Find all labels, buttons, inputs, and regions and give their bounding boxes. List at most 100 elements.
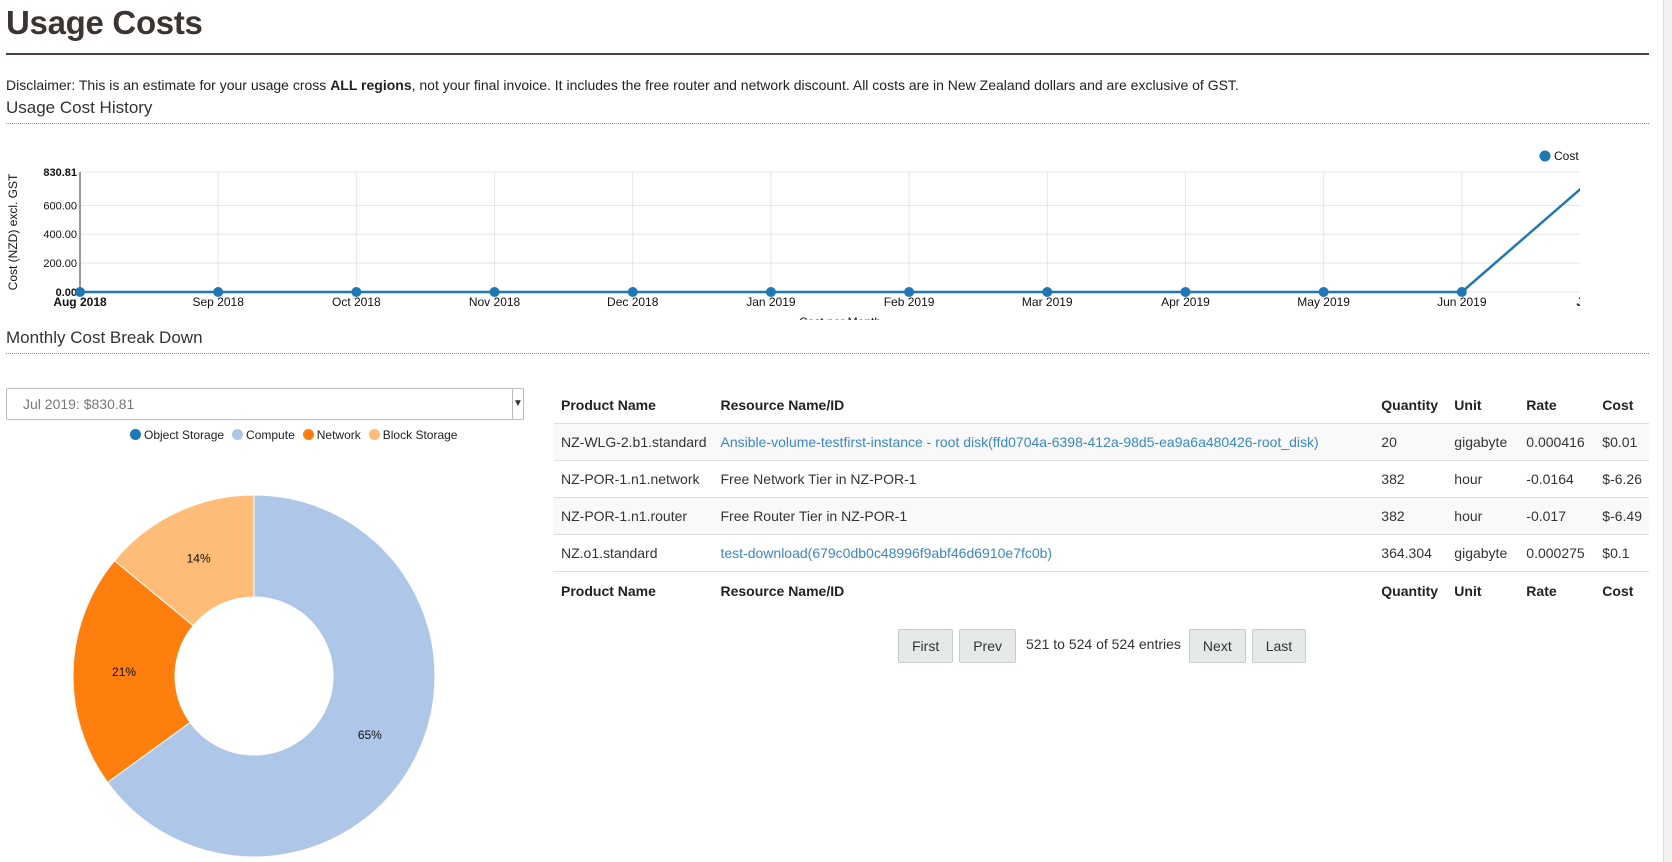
- x-tick-label: Nov 2018: [469, 295, 521, 309]
- footer-rate: Rate: [1519, 571, 1596, 609]
- footer-product-name: Product Name: [554, 571, 714, 609]
- col-unit[interactable]: Unit: [1454, 396, 1482, 413]
- y-axis-label: Cost (NZD) excl. GST: [6, 173, 20, 290]
- x-tick-label: May 2019: [1297, 295, 1350, 309]
- col-rate[interactable]: Rate: [1526, 396, 1557, 413]
- legend-dot: [130, 429, 141, 440]
- cell-resource: Free Network Tier in NZ-POR-1: [713, 460, 1375, 498]
- page-title: Usage Costs: [6, 4, 203, 41]
- x-tick-label: Mar 2019: [1022, 295, 1073, 309]
- cell-product: NZ.o1.standard: [554, 534, 714, 572]
- data-point: [351, 287, 362, 297]
- last-page-button[interactable]: Last: [1251, 629, 1307, 663]
- month-select-value: Jul 2019: $830.81: [23, 396, 135, 412]
- cell-unit: gigabyte: [1447, 423, 1520, 461]
- usage-cost-line-chart: 0.00 200.00 400.00 600.00 830.81 Aug 2018 Sep …: [6, 149, 1580, 320]
- data-point: [213, 287, 224, 297]
- y-tick-label: 600.00: [43, 200, 77, 212]
- monthly-breakdown-title: Monthly Cost Break Down: [6, 328, 203, 347]
- usage-history-divider: [6, 123, 1649, 124]
- legend-dot: [368, 429, 380, 440]
- cell-cost: $-6.49: [1595, 497, 1649, 535]
- y-tick-label: 830.81: [43, 167, 77, 179]
- data-point: [1318, 287, 1329, 297]
- y-tick-label: 400.00: [43, 229, 77, 241]
- cell-quantity: 20: [1374, 423, 1448, 461]
- footer-unit: Unit: [1447, 571, 1520, 609]
- disclaimer-bold: ALL regions: [330, 77, 412, 93]
- col-quantity[interactable]: Quantity: [1381, 396, 1439, 413]
- legend-marker: [1539, 150, 1551, 162]
- cell-resource-link[interactable]: test-download(679c0db0c48996f9abf46d6910…: [713, 534, 1375, 572]
- legend-item[interactable]: Network: [302, 428, 361, 442]
- cell-resource-link[interactable]: Ansible-volume-testfirst-instance - root…: [713, 423, 1375, 461]
- table-row: NZ.o1.standard test-download(679c0db0c48…: [554, 534, 1649, 572]
- cell-rate: -0.0164: [1519, 460, 1596, 498]
- first-page-button[interactable]: First: [898, 629, 954, 663]
- disclaimer-prefix: Disclaimer: This is an estimate for your…: [6, 77, 331, 93]
- cell-cost: $0.01: [1595, 423, 1649, 461]
- title-divider: [6, 53, 1649, 55]
- data-point: [904, 287, 915, 297]
- table-row: NZ-POR-1.n1.router Free Router Tier in N…: [554, 497, 1649, 535]
- cell-quantity: 364.304: [1374, 534, 1448, 572]
- x-tick-label: Jan 2019: [746, 295, 796, 309]
- col-product-name[interactable]: Product Name: [561, 396, 656, 413]
- x-tick-label: Apr 2019: [1161, 295, 1210, 309]
- slice-label: 14%: [187, 551, 211, 565]
- cell-cost: $0.1: [1595, 534, 1649, 572]
- prev-page-button[interactable]: Prev: [959, 629, 1017, 663]
- legend-item[interactable]: Block Storage: [368, 428, 458, 442]
- data-point: [489, 287, 500, 297]
- slice-label: 21%: [112, 665, 136, 679]
- table-footer-row: Product Name Resource Name/ID Quantity U…: [554, 571, 1649, 609]
- legend-label: Block Storage: [382, 428, 458, 442]
- cost-series-line: [80, 187, 1580, 294]
- y-tick-label: 0.00: [56, 287, 77, 299]
- cell-product: NZ-POR-1.n1.network: [554, 460, 714, 498]
- cell-rate: 0.000416: [1519, 423, 1596, 461]
- donut-slice: [72, 559, 194, 784]
- cell-quantity: 382: [1374, 497, 1448, 535]
- cell-unit: gigabyte: [1447, 534, 1520, 572]
- cell-resource: Free Router Tier in NZ-POR-1: [713, 497, 1375, 535]
- page-scrollbar[interactable]: [1663, 0, 1672, 862]
- footer-quantity: Quantity: [1374, 571, 1448, 609]
- data-point: [1456, 287, 1467, 297]
- col-resource-name[interactable]: Resource Name/ID: [720, 396, 845, 413]
- cell-unit: hour: [1447, 497, 1520, 535]
- col-cost[interactable]: Cost: [1602, 396, 1634, 413]
- legend-label: Network: [316, 428, 361, 442]
- monthly-breakdown-divider: [6, 353, 1649, 354]
- cell-product: NZ-WLG-2.b1.standard: [554, 423, 714, 461]
- legend-item[interactable]: Object Storage: [130, 428, 224, 442]
- y-tick-label: 200.00: [43, 258, 77, 270]
- legend-dot: [302, 429, 314, 440]
- usage-history-title: Usage Cost History: [6, 98, 153, 117]
- next-page-button[interactable]: Next: [1188, 629, 1246, 663]
- legend-item[interactable]: Compute: [232, 428, 295, 442]
- x-tick-label: Jun 2019: [1437, 295, 1487, 309]
- data-point: [1180, 287, 1191, 297]
- table-row: NZ-WLG-2.b1.standard Ansible-volume-test…: [554, 423, 1649, 461]
- data-point: [627, 287, 638, 297]
- x-tick-label: Jul 2019: [1576, 295, 1580, 309]
- donut-slice: [113, 494, 255, 627]
- cell-quantity: 382: [1374, 460, 1448, 498]
- x-tick-label: Oct 2018: [332, 295, 381, 309]
- usage-table: Product Name Resource Name/ID Quantity U…: [554, 386, 1649, 609]
- data-point: [1042, 287, 1053, 297]
- donut-slice: [106, 494, 436, 858]
- x-tick-label: Aug 2018: [53, 295, 107, 309]
- month-select[interactable]: Jul 2019: $830.81 ▼: [6, 388, 524, 420]
- pie-legend: Object Storage Compute Network Block Storag…: [130, 428, 465, 442]
- cell-rate: 0.000275: [1519, 534, 1596, 572]
- caret-down-icon[interactable]: ▼: [512, 389, 523, 419]
- pagination-info: 521 to 524 of 524 entries: [1026, 636, 1181, 652]
- data-point: [765, 287, 776, 297]
- legend-label: Compute: [246, 428, 295, 442]
- cell-rate: -0.017: [1519, 497, 1596, 535]
- legend-label: Cost: [1554, 149, 1579, 163]
- footer-cost: Cost: [1595, 571, 1649, 609]
- data-point: [75, 287, 85, 297]
